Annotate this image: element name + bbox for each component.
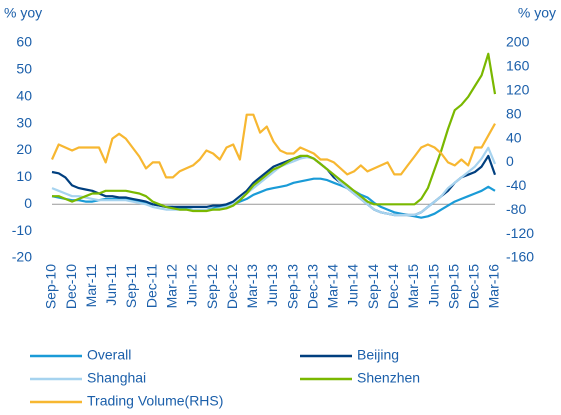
y-tick-label: 20	[16, 141, 32, 157]
x-tick-label: Jun-13	[264, 264, 280, 307]
x-tick-label: Mar-15	[405, 264, 421, 309]
y2-tick-label: 200	[506, 34, 530, 50]
x-tick-label: Jun-12	[184, 264, 200, 307]
x-tick-label: Jun-15	[425, 264, 441, 307]
y-tick-label: -10	[12, 222, 32, 238]
series-line	[51, 177, 496, 219]
y2-tick-label: -120	[506, 225, 534, 241]
y2-tick-label: -80	[506, 201, 526, 217]
x-tick-label: Mar-12	[164, 264, 180, 309]
legend-label: Shanghai	[87, 370, 146, 386]
y-tick-label: -20	[12, 249, 32, 265]
legend-label: Shenzhen	[357, 370, 420, 386]
x-tick-label: Sep-14	[365, 264, 381, 309]
y2-tick-label: 80	[506, 105, 522, 121]
x-tick-label: Mar-14	[325, 264, 341, 309]
y-tick-label: 10	[16, 168, 32, 184]
x-tick-label: Dec-14	[385, 264, 401, 309]
x-tick-label: Dec-10	[63, 264, 79, 309]
x-tick-label: Jun-14	[345, 264, 361, 307]
legend-label: Trading Volume(RHS)	[87, 393, 223, 409]
y-tick-label: 40	[16, 87, 32, 103]
x-tick-label: Sep-11	[123, 264, 139, 308]
y2-tick-label: 40	[506, 129, 522, 145]
x-tick-label: Sep-10	[43, 264, 59, 309]
x-tick-label: Dec-12	[224, 264, 240, 309]
x-tick-label: Sep-12	[204, 264, 220, 309]
y-tick-label: 50	[16, 61, 32, 77]
series-line	[51, 146, 497, 217]
x-tick-label: Jun-11	[103, 264, 119, 306]
legend-label: Beijing	[357, 347, 399, 363]
x-tick-label: Mar-11	[83, 264, 99, 308]
y2-axis-title: % yoy	[518, 5, 556, 21]
x-tick-label: Mar-16	[486, 264, 502, 309]
x-tick-label: Dec-15	[466, 264, 482, 309]
series-line	[52, 52, 497, 213]
x-tick-label: Sep-13	[284, 264, 300, 309]
y-tick-label: 30	[16, 114, 32, 130]
x-tick-label: Sep-15	[445, 264, 461, 309]
y2-tick-label: 0	[506, 153, 514, 169]
y-tick-label: 60	[16, 34, 32, 50]
x-tick-label: Dec-13	[304, 264, 320, 309]
y2-tick-label: -40	[506, 177, 526, 193]
legend-label: Overall	[87, 347, 131, 363]
x-tick-label: Mar-13	[244, 264, 260, 309]
y-tick-label: 0	[24, 195, 32, 211]
y-axis-title: % yoy	[4, 5, 42, 21]
y2-tick-label: -160	[506, 249, 534, 265]
y2-tick-label: 160	[506, 58, 530, 74]
series-line	[50, 113, 496, 179]
x-tick-label: Dec-11	[143, 264, 159, 308]
y2-tick-label: 120	[506, 81, 530, 97]
